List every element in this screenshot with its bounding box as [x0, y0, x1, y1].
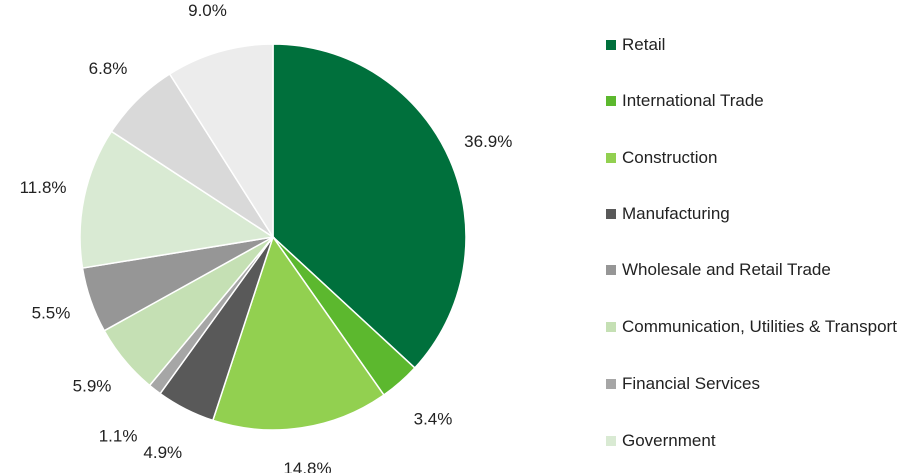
data-label: 4.9% — [143, 443, 182, 462]
slice — [79, 130, 276, 269]
legend-swatch — [606, 40, 616, 50]
data-label: 5.5% — [32, 304, 71, 323]
data-label: 9.0% — [188, 1, 227, 20]
legend-label: Wholesale and Retail Trade — [622, 260, 831, 279]
legend-item: Wholesale and Retail Trade — [606, 257, 916, 282]
slice — [272, 43, 467, 369]
legend-swatch — [606, 209, 616, 219]
data-label: 36.9% — [464, 132, 512, 151]
legend-item: International Trade — [606, 88, 916, 113]
legend-swatch — [606, 322, 616, 332]
legend-swatch — [606, 153, 616, 163]
legend-item: Financial Services — [606, 371, 916, 396]
data-label: 11.8% — [20, 178, 67, 197]
data-label: 6.8% — [89, 59, 128, 78]
legend-swatch — [606, 436, 616, 446]
legend-label: Manufacturing — [622, 204, 730, 223]
data-label: 1.1% — [99, 426, 138, 445]
slice — [168, 43, 274, 240]
data-label: 5.9% — [73, 376, 112, 395]
legend-label: Communication, Utilities & Transport — [622, 317, 897, 336]
data-label: 14.8% — [283, 459, 331, 473]
pie-chart: 36.9% 3.4% 14.8% 4.9% 1.1% 5.9% 5.5% 11.8% 6.8% 9… — [20, 1, 513, 473]
legend-swatch — [606, 379, 616, 389]
legend-label: Government — [622, 431, 716, 450]
legend-swatch — [606, 265, 616, 275]
legend-item: Retail — [606, 32, 916, 57]
slice — [211, 235, 385, 431]
data-label: 3.4% — [414, 409, 453, 428]
legend-item: Manufacturing — [606, 201, 916, 226]
legend-item: Government — [606, 428, 916, 453]
legend-label: Financial Services — [622, 374, 760, 393]
legend-swatch — [606, 96, 616, 106]
legend-label: International Trade — [622, 91, 764, 110]
legend-item: Construction — [606, 145, 916, 170]
legend-item: Communication, Utilities & Transport — [606, 314, 916, 339]
legend-label: Construction — [622, 148, 718, 167]
legend-label: Retail — [622, 35, 666, 54]
